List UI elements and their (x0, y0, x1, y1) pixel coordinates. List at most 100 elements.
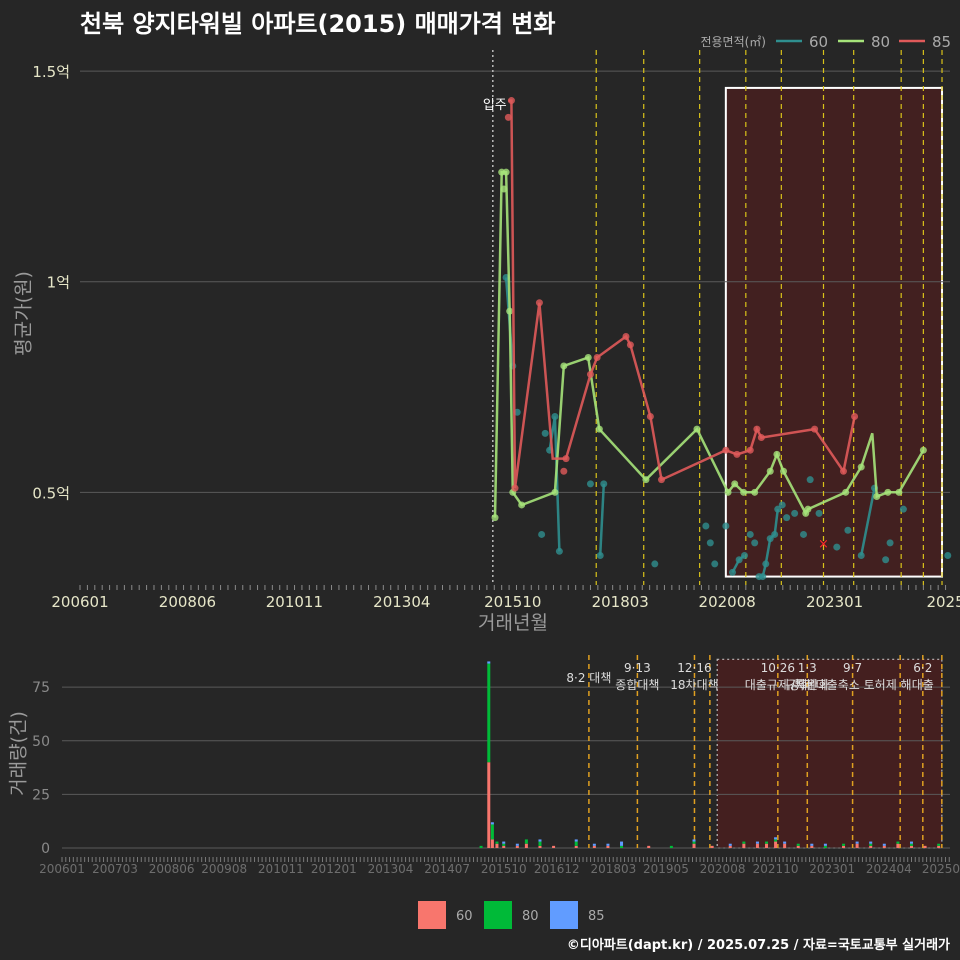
volume-x-tick-label: 202110 (753, 862, 799, 876)
volume-bar-80 (692, 841, 696, 844)
volume-bar-80 (896, 841, 900, 844)
series-80-point (595, 425, 603, 433)
volume-x-tick-label: 201304 (368, 862, 414, 876)
volume-x-tick-label: 201011 (258, 862, 304, 876)
x-tick-label: 200601 (51, 593, 108, 611)
volume-bar-80 (669, 845, 673, 848)
policy-annotation: 10·26 (761, 661, 795, 675)
series-80-point (780, 467, 788, 475)
series-80-point (895, 488, 903, 496)
volume-x-tick-label: 201612 (534, 862, 580, 876)
volume-highlight-box (716, 658, 943, 849)
volume-bar-85 (620, 841, 624, 846)
series-60-point (600, 480, 608, 488)
series-60-point (702, 522, 710, 530)
series-60-line (598, 483, 606, 556)
series-60-point (706, 539, 714, 547)
volume-bar-80 (479, 845, 483, 848)
volume-bar-85 (606, 843, 610, 846)
volume-legend-label-80: 80 (522, 909, 539, 924)
series-85-point (753, 425, 761, 433)
series-85-point (560, 467, 568, 475)
series-80-point (584, 354, 592, 362)
volume-bar-85 (810, 843, 814, 846)
x-tick-label: 200806 (159, 593, 216, 611)
series-85-point (757, 434, 765, 442)
volume-x-tick-label: 201201 (311, 862, 357, 876)
x-tick-label: 2025 (926, 593, 960, 611)
series-60-point (806, 476, 814, 484)
x-tick-label: 201304 (373, 593, 430, 611)
series-60-point (759, 573, 767, 581)
volume-bar-85 (538, 839, 542, 842)
volume-bar-80 (524, 839, 528, 844)
x-tick-label: 201510 (484, 593, 541, 611)
series-80-point (766, 467, 774, 475)
volume-x-tick-label: 202008 (700, 862, 746, 876)
series-85-point (746, 446, 754, 454)
x-tick-label: 202008 (699, 593, 756, 611)
series-80-point (873, 493, 881, 501)
volume-x-tick-label: 20250 (922, 862, 960, 876)
policy-annotation: 9·13 (624, 661, 651, 675)
volume-bar-60 (869, 845, 873, 848)
x-tick-label: 201011 (266, 593, 323, 611)
volume-x-tick-label: 202404 (866, 862, 912, 876)
series-80-point (842, 488, 850, 496)
volume-bar-60 (896, 843, 900, 848)
series-60-point (766, 535, 774, 543)
volume-bar-60 (647, 845, 651, 848)
volume-bar-80 (909, 843, 913, 846)
volume-bar-80 (823, 845, 827, 848)
price-y-axis-label: 평균가(원) (12, 271, 35, 356)
series-80-point (740, 488, 748, 496)
series-60-point (800, 530, 808, 538)
series-80-point (693, 425, 701, 433)
volume-bar-60 (495, 843, 499, 848)
volume-x-tick-label: 201803 (590, 862, 636, 876)
volume-x-tick-label: 202301 (809, 862, 855, 876)
volume-bar-60 (592, 845, 596, 848)
policy-annotation: 대출 (912, 678, 934, 692)
y-tick-label: 0.5억 (32, 484, 70, 502)
volume-x-tick-label: 200806 (149, 862, 195, 876)
volume-bar-60 (502, 845, 506, 848)
price-x-axis-label: 거래년월 (478, 612, 548, 634)
x-tick-label: 201803 (592, 593, 649, 611)
volume-bar-85 (490, 822, 494, 825)
legend-label-60: 60 (809, 33, 828, 51)
series-60-point (844, 526, 852, 534)
series-60-point (778, 501, 786, 509)
volume-bar-60 (728, 845, 732, 848)
series-85-point (733, 450, 741, 458)
volume-bar-80 (842, 843, 846, 846)
volume-bar-60 (606, 845, 610, 848)
volume-bar-85 (592, 843, 596, 846)
series-60-point (899, 505, 907, 513)
x-tick-label: 202301 (806, 593, 863, 611)
series-60-point (555, 547, 563, 555)
volume-bar-60 (490, 839, 494, 848)
volume-x-tick-label: 200703 (92, 862, 138, 876)
series-80-point (642, 476, 650, 484)
legend-title: 전용면적(㎡) (700, 35, 766, 49)
volume-bar-80 (502, 843, 506, 846)
volume-x-tick-label: 200601 (39, 862, 85, 876)
series-80-point (560, 362, 568, 370)
volume-y-tick-label: 75 (32, 680, 50, 696)
series-60-point (586, 480, 594, 488)
volume-bar-60 (923, 845, 927, 848)
policy-annotation: 종합대책 (615, 677, 659, 692)
volume-y-tick-label: 0 (41, 841, 50, 857)
series-60-point (857, 552, 865, 560)
volume-bar-80 (574, 841, 578, 846)
series-85-point (657, 476, 665, 484)
policy-annotation: 규제완화 (785, 678, 829, 692)
volume-bar-60 (692, 843, 696, 848)
volume-bar-80 (774, 839, 778, 842)
volume-bar-85 (574, 839, 578, 842)
volume-bar-85 (823, 843, 827, 846)
volume-bar-60 (552, 845, 556, 848)
